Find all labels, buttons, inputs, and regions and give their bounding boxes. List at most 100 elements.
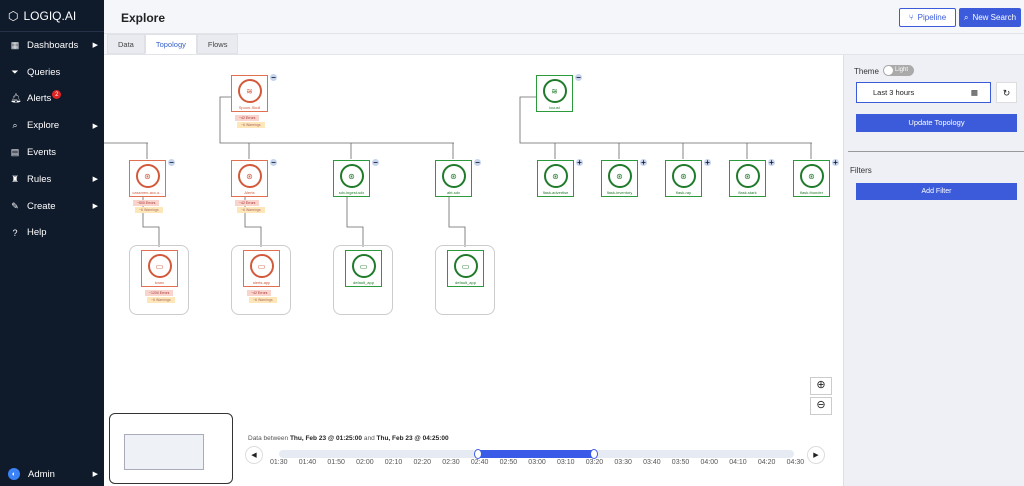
edit-icon: ✎ <box>11 200 19 211</box>
timeline-tick: 03:40 <box>643 459 661 466</box>
service-icon: ⊛ <box>799 164 824 188</box>
chevron-right-icon: ▶ <box>92 42 98 50</box>
zoom-out-button[interactable]: ⊖ <box>810 397 832 415</box>
edge <box>519 96 812 144</box>
topology-node[interactable]: ▭ default_app <box>447 250 484 287</box>
zoom-in-button[interactable]: ⊕ <box>810 377 832 395</box>
topology-node[interactable]: ▭ alerts-app <box>243 250 280 287</box>
refresh-button[interactable]: ↻ <box>996 82 1017 103</box>
collapse-icon[interactable]: − <box>575 72 582 82</box>
collapse-icon[interactable]: − <box>168 157 175 167</box>
sidebar-item-events[interactable]: ▤ Events <box>0 139 104 166</box>
sidebar-item-label: Dashboards <box>27 39 79 51</box>
node-label: flask-inventory <box>606 190 633 195</box>
warning-count: ~6 Warnings <box>237 122 265 128</box>
app-group <box>231 245 291 315</box>
expand-icon[interactable]: + <box>704 157 711 167</box>
collapse-icon[interactable]: − <box>474 157 481 167</box>
app-icon: ▭ <box>351 254 376 278</box>
grid-icon: ▦ <box>10 39 20 50</box>
tab-flows[interactable]: Flows <box>196 34 239 54</box>
timeline-tick: 02:50 <box>499 459 518 466</box>
theme-toggle[interactable]: Light <box>883 65 914 76</box>
new-search-button[interactable]: ⌕ New Search <box>959 8 1021 27</box>
sidebar: ⬡ LOGIQ.AI ▦ Dashboards ▶ ⏷ Queries 🔔︎ Alerts 2 ⌕… <box>0 0 104 486</box>
app-group <box>129 245 189 315</box>
timeline-handle-start[interactable] <box>474 449 482 459</box>
timeline-handle-end[interactable] <box>590 449 598 459</box>
timeline-tick: 04:20 <box>757 459 776 466</box>
update-topology-button[interactable]: Update Topology <box>856 114 1017 132</box>
minimap[interactable] <box>109 413 233 484</box>
sidebar-item-create[interactable]: ✎ Create ▶ <box>0 193 104 220</box>
pipeline-button[interactable]: ⑂ Pipeline <box>899 8 956 27</box>
topology-node[interactable]: ⊛ sdx-ingest-sdx <box>333 160 370 197</box>
service-icon: ⊛ <box>543 164 568 188</box>
node-label: Spoon-Skull <box>238 105 261 110</box>
theme-value: Light <box>895 67 909 73</box>
timeline-tick: 02:30 <box>442 459 460 466</box>
theme-label: Theme <box>854 67 879 76</box>
node-label: flask-thunder <box>799 190 824 195</box>
collapse-icon[interactable]: − <box>372 157 379 167</box>
node-label: sdx-ingest-sdx <box>338 190 365 195</box>
sidebar-item-explore[interactable]: ⌕ Explore ▶ <box>0 112 104 139</box>
timeline-tick: 02:40 <box>470 459 489 466</box>
tab-topology[interactable]: Topology <box>144 34 197 54</box>
topology-node[interactable]: ⊛ flask-inventory <box>601 160 638 197</box>
timeline-tick: 04:10 <box>729 459 747 466</box>
topology-node[interactable]: ⊛ Alerts <box>231 160 268 197</box>
sidebar-item-alerts[interactable]: 🔔︎ Alerts 2 <box>0 86 104 113</box>
timeline-tick: 01:40 <box>298 459 317 466</box>
filter-icon: ⏷ <box>11 66 19 77</box>
topology-node[interactable]: ⊛ flask-ray <box>665 160 702 197</box>
tab-data[interactable]: Data <box>107 34 145 54</box>
topology-node[interactable]: ≋ locust <box>536 75 573 112</box>
topology-node[interactable]: ⊛ flask-advertise <box>537 160 574 197</box>
topology-node[interactable]: ⊛ flask-thunder <box>793 160 830 197</box>
add-filter-button[interactable]: Add Filter <box>856 183 1017 200</box>
topology-node[interactable]: ▭ tcsec <box>141 250 178 287</box>
topology-node[interactable]: ⊛ alrt-sdx <box>435 160 472 197</box>
layers-icon: ≋ <box>237 79 262 103</box>
sidebar-item-rules[interactable]: ♜ Rules ▶ <box>0 166 104 193</box>
sidebar-item-queries[interactable]: ⏷ Queries <box>0 59 104 86</box>
error-count: ~42 Errors <box>235 115 260 121</box>
node-label: default_app <box>455 280 476 285</box>
logo[interactable]: ⬡ LOGIQ.AI <box>0 0 104 32</box>
sidebar-item-label: Help <box>27 227 47 239</box>
sidebar-item-label: Explore <box>27 120 60 132</box>
topology-node[interactable]: ⊛ flask-stark <box>729 160 766 197</box>
sidebar-item-help[interactable]: ? Help <box>0 220 104 247</box>
logo-icon: ⬡ <box>8 8 19 23</box>
logo-text: LOGIQ.AI <box>23 8 77 23</box>
user-menu[interactable]: ◐ Admin ▶ <box>8 468 98 480</box>
time-range-picker[interactable]: Last 3 hours ▦ <box>856 82 991 103</box>
topology-node[interactable]: ≋ Spoon-Skull <box>231 75 268 112</box>
sidebar-item-label: Queries <box>27 66 61 78</box>
app-icon: ▭ <box>249 254 274 278</box>
timeline-prev-button[interactable]: ◀ <box>245 446 263 464</box>
error-count: ~1200 Errors <box>145 290 174 296</box>
sidebar-item-dashboards[interactable]: ▦ Dashboards ▶ <box>0 32 104 59</box>
pipeline-icon: ⑂ <box>908 13 914 22</box>
collapse-icon[interactable]: − <box>270 157 277 167</box>
new-search-label: New Search <box>972 13 1017 22</box>
timeline-selection[interactable] <box>478 450 594 458</box>
error-count: ~42 Errors <box>235 200 260 206</box>
node-label: flask-ray <box>675 190 692 195</box>
calendar-icon: ▤ <box>10 147 20 158</box>
expand-icon[interactable]: + <box>576 157 583 167</box>
app-group <box>435 245 495 315</box>
expand-icon[interactable]: + <box>768 157 775 167</box>
node-label: flask-advertise <box>542 190 569 195</box>
topology-node[interactable]: ▭ default_app <box>345 250 382 287</box>
topology-canvas[interactable]: ≋ Spoon-Skull − ~42 Errors ~6 Warnings ≋ locus… <box>104 55 842 486</box>
page-title: Explore <box>121 11 166 25</box>
topology-node[interactable]: ⊛ cassmen-acc.o... <box>129 160 166 197</box>
timeline-next-button[interactable]: ▶ <box>807 446 825 464</box>
expand-icon[interactable]: + <box>640 157 647 167</box>
expand-icon[interactable]: + <box>832 157 839 167</box>
search-icon: ⌕ <box>963 12 969 22</box>
collapse-icon[interactable]: − <box>270 72 277 82</box>
